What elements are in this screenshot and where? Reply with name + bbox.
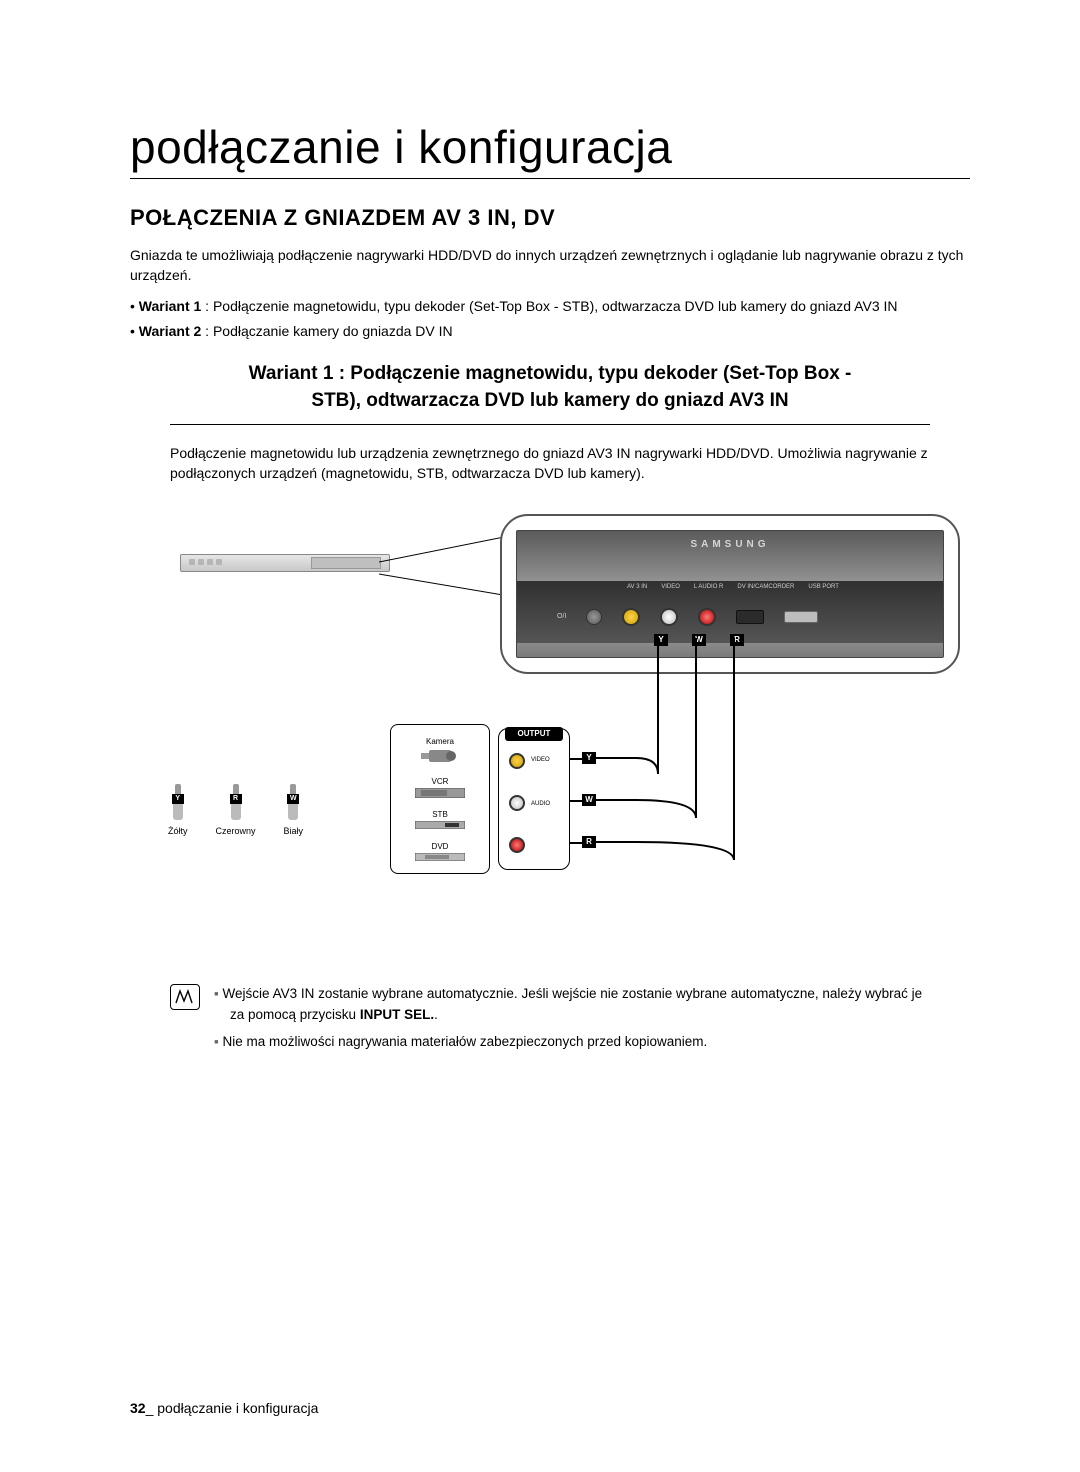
variant-1-lead: Wariant 1 <box>139 298 202 314</box>
footer-sep: _ <box>146 1400 158 1416</box>
variant-2-lead: Wariant 2 <box>139 323 202 339</box>
label-av3: AV 3 IN <box>627 584 647 590</box>
power-label: O/I <box>557 613 566 620</box>
usb-port <box>784 611 818 623</box>
note-icon <box>170 984 200 1010</box>
cable-curves <box>596 754 746 874</box>
note-1: Wejście AV3 IN zostanie wybrane automaty… <box>214 984 930 1026</box>
port-row: O/I <box>557 597 927 637</box>
source-camera-label: Kamera <box>426 737 454 746</box>
output-label-video: VIDEO <box>531 757 550 763</box>
output-rca-audio-l <box>509 795 525 811</box>
note-list: Wejście AV3 IN zostanie wybrane automaty… <box>214 984 930 1059</box>
out-tag-w: W <box>582 794 596 806</box>
page-footer: 32_ podłączanie i konfiguracja <box>130 1400 318 1416</box>
out-tag-r: R <box>582 836 596 848</box>
legend-white: W Biały <box>284 784 304 836</box>
page-number: 32 <box>130 1400 146 1416</box>
dv-port <box>736 610 764 624</box>
page: podłączanie i konfiguracja POŁĄCZENIA Z … <box>0 0 1080 1472</box>
variant-2-rest: : Podłączanie kamery do gniazda DV IN <box>201 323 452 339</box>
rca-audio-l-in <box>660 608 678 626</box>
subsection-heading: Wariant 1 : Podłączenie magnetowidu, typ… <box>170 361 930 425</box>
recorder-mini-buttons <box>189 559 239 567</box>
plug-r-icon: R <box>230 784 242 820</box>
recorder-mini <box>180 554 390 572</box>
h3-line2: STB), odtwarzacza DVD lub kamery do gnia… <box>311 390 788 411</box>
front-panel: SAMSUNG AV 3 IN VIDEO L AUDIO R DV IN/CA… <box>500 514 960 674</box>
page-title: podłączanie i konfiguracja <box>130 120 970 179</box>
source-dvd: DVD <box>415 842 465 861</box>
port-labels: AV 3 IN VIDEO L AUDIO R DV IN/CAMCORDER … <box>627 584 923 590</box>
variant-list: Wariant 1 : Podłączenie magnetowidu, typ… <box>130 296 970 343</box>
output-label-audio: AUDIO <box>531 801 550 807</box>
output-head: OUTPUT <box>505 727 563 741</box>
label-video: VIDEO <box>661 584 680 590</box>
source-camera: Kamera <box>421 737 459 764</box>
variant-1-rest: : Podłączenie magnetowidu, typu dekoder … <box>201 298 897 314</box>
connection-diagram: SAMSUNG AV 3 IN VIDEO L AUDIO R DV IN/CA… <box>140 514 960 944</box>
power-button-icon <box>586 609 602 625</box>
output-box: OUTPUT VIDEO AUDIO <box>498 728 570 870</box>
legend-red: R Czerowny <box>216 784 256 836</box>
legend-yellow-label: Żółty <box>168 826 188 836</box>
rca-legend: Y Żółty R Czerowny W Biały <box>168 784 303 836</box>
recorder-mini-drawer <box>311 557 381 569</box>
out-tag-y: Y <box>582 752 596 764</box>
variant-2-item: Wariant 2 : Podłączanie kamery do gniazd… <box>130 321 970 343</box>
h3-line1: Wariant 1 : Podłączenie magnetowidu, typ… <box>249 363 852 384</box>
label-usb: USB PORT <box>808 584 839 590</box>
label-audio: L AUDIO R <box>694 584 723 590</box>
output-rca-video <box>509 753 525 769</box>
plug-y-icon: Y <box>172 784 184 820</box>
note-block: Wejście AV3 IN zostanie wybrane automaty… <box>130 984 970 1059</box>
source-dvd-label: DVD <box>432 842 449 851</box>
source-stb-label: STB <box>432 810 448 819</box>
sub-paragraph: Podłączenie magnetowidu lub urządzenia z… <box>130 443 970 484</box>
section-heading: POŁĄCZENIA Z GNIAZDEM AV 3 IN, DV <box>130 205 970 231</box>
variant-1-item: Wariant 1 : Podłączenie magnetowidu, typ… <box>130 296 970 318</box>
intro-paragraph: Gniazda te umożliwiają podłączenie nagry… <box>130 245 970 286</box>
rca-audio-r-in <box>698 608 716 626</box>
legend-red-label: Czerowny <box>216 826 256 836</box>
rca-video-in <box>622 608 640 626</box>
source-stb: STB <box>415 810 465 829</box>
legend-white-label: Biały <box>284 826 304 836</box>
sources-box: Kamera VCR STB DVD <box>390 724 490 874</box>
label-dv: DV IN/CAMCORDER <box>737 584 794 590</box>
plug-w-icon: W <box>287 784 299 820</box>
output-rca-audio-r <box>509 837 525 853</box>
source-vcr: VCR <box>415 777 465 798</box>
footer-section: podłączanie i konfiguracja <box>157 1400 318 1416</box>
legend-yellow: Y Żółty <box>168 784 188 836</box>
brand-label: SAMSUNG <box>690 539 769 550</box>
source-vcr-label: VCR <box>432 777 449 786</box>
note-2: Nie ma możliwości nagrywania materiałów … <box>214 1032 930 1053</box>
